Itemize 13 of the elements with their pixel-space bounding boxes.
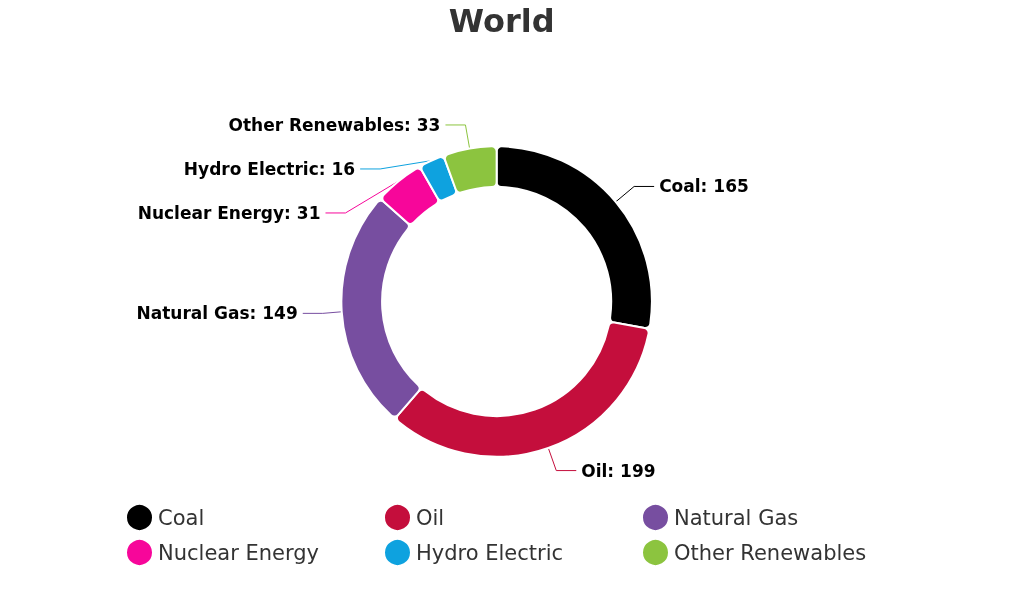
data-label: Oil: 199 [581, 460, 656, 481]
data-label: Hydro Electric: 16 [183, 158, 356, 179]
data-label: Coal: 165 [659, 176, 749, 197]
data-label: Nuclear Energy: 31 [137, 202, 321, 223]
data-label: Natural Gas: 149 [136, 303, 298, 324]
legend-label: Nuclear Energy [158, 540, 320, 565]
legend-label: Hydro Electric [416, 540, 564, 565]
legend-label: Other Renewables [674, 540, 867, 565]
legend-label: Natural Gas [674, 505, 799, 530]
data-label: Other Renewables: 33 [228, 114, 441, 135]
chart-title: World [448, 2, 555, 40]
legend-label: Coal [158, 505, 205, 530]
legend-label: Oil [416, 505, 445, 530]
